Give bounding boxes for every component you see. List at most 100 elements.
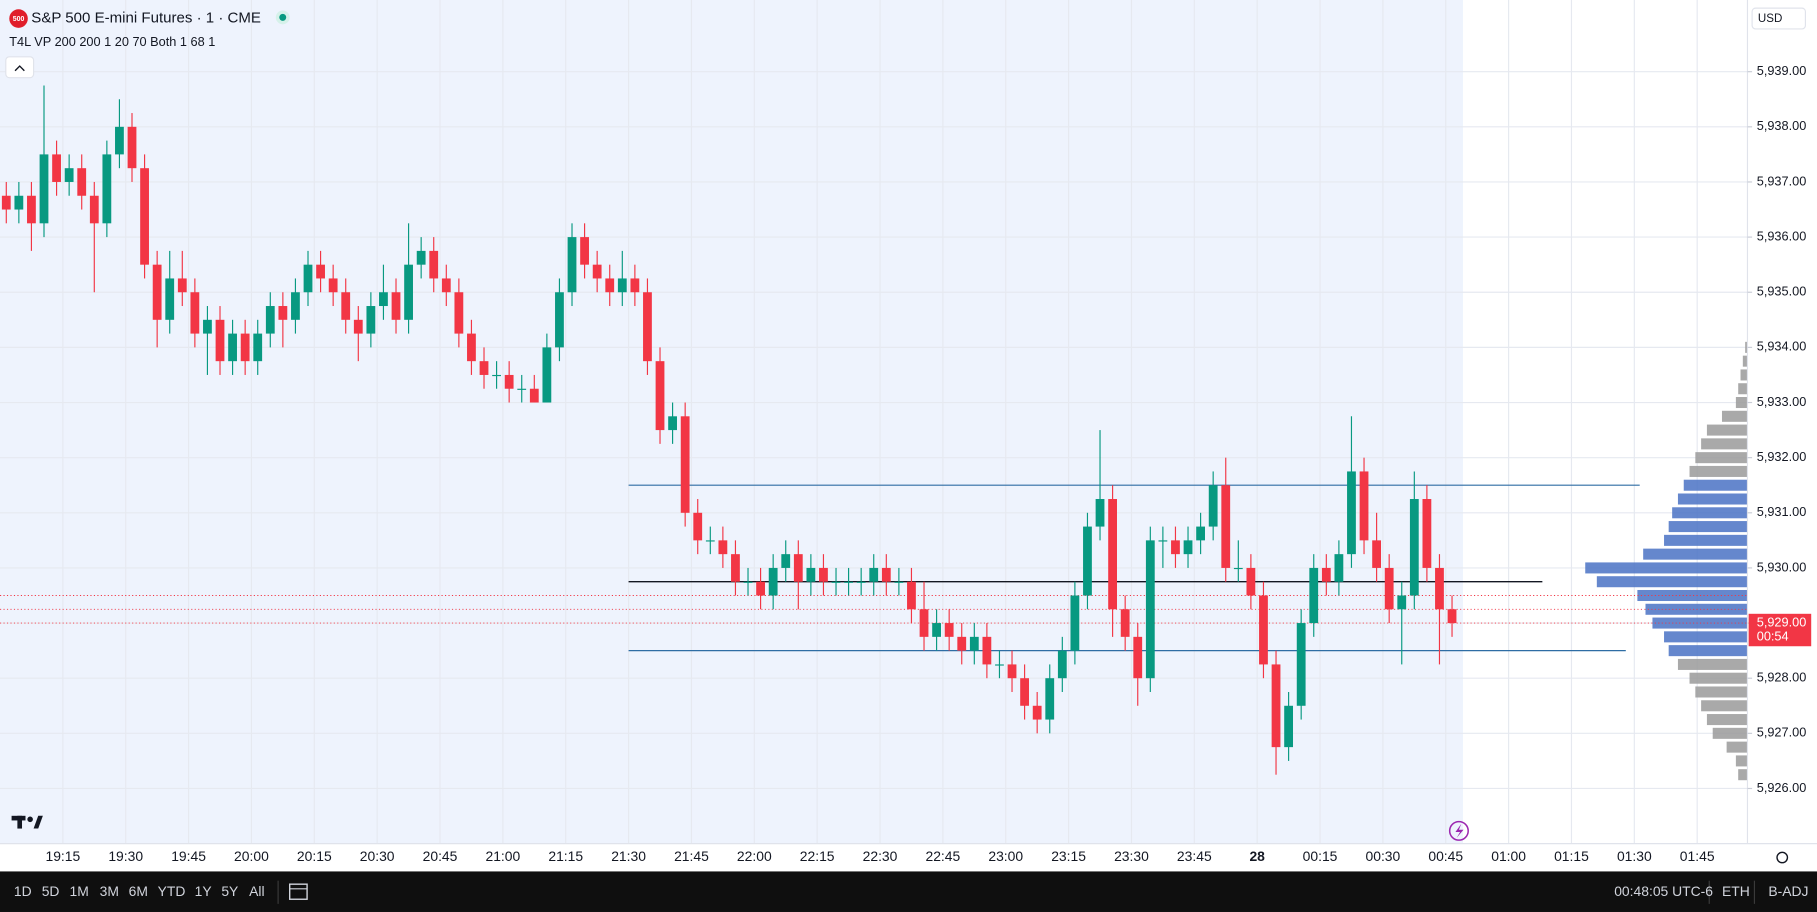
collapse-button[interactable]: [5, 56, 35, 79]
candle-body: [969, 636, 979, 651]
x-tick-label: 23:45: [1177, 848, 1212, 864]
x-tick-label: 23:15: [1051, 848, 1086, 864]
range-button[interactable]: 1Y: [195, 883, 212, 899]
x-tick-label: 00:15: [1303, 848, 1338, 864]
candle-body: [1246, 567, 1256, 596]
settings-icon[interactable]: [1776, 851, 1789, 864]
x-tick-label: 01:45: [1680, 848, 1715, 864]
candle-body: [756, 581, 765, 596]
volume-profile-bar: [1745, 341, 1748, 353]
candle-body: [467, 333, 476, 362]
session-background: [0, 0, 1463, 844]
candle-body: [555, 292, 564, 348]
range-button[interactable]: 1D: [14, 883, 32, 899]
range-button[interactable]: 5Y: [221, 883, 238, 899]
alert-bolt: [1455, 823, 1464, 838]
candle-body: [768, 567, 778, 596]
adjustment[interactable]: B-ADJ: [1768, 883, 1808, 899]
candle-body: [14, 195, 24, 210]
alert-icon[interactable]: [1448, 820, 1469, 841]
x-tick-label: 23:00: [988, 848, 1023, 864]
countdown: 00:54: [1757, 628, 1789, 643]
candle-body: [64, 168, 74, 182]
candle-body: [718, 540, 728, 555]
candle-body: [52, 154, 61, 182]
currency[interactable]: USD: [1758, 13, 1782, 25]
candle-body: [580, 237, 589, 265]
candle-body: [705, 540, 715, 542]
candle-body: [517, 388, 527, 390]
candle-body: [265, 306, 275, 334]
candle-body: [856, 581, 866, 583]
range-button[interactable]: All: [249, 883, 264, 899]
candle-body: [479, 361, 489, 375]
volume-profile-bar: [1735, 397, 1748, 409]
candle-body: [1120, 609, 1130, 637]
volume-profile-bar: [1738, 769, 1748, 781]
symbol-title[interactable]: S&P 500 E-mini Futures · 1 · CME: [31, 10, 261, 27]
candle-body: [1309, 567, 1319, 624]
x-tick-label: 19:45: [171, 848, 206, 864]
candle-body: [907, 581, 916, 610]
candle-body: [1083, 526, 1092, 596]
last-price-box: [1748, 613, 1812, 647]
candle-body: [793, 554, 803, 582]
y-tick-label: 5,939.00: [1757, 63, 1807, 78]
volume-profile-bar: [1637, 589, 1748, 602]
y-tick-label: 5,928.00: [1757, 670, 1807, 685]
candle-body: [1007, 664, 1017, 679]
range-button[interactable]: YTD: [158, 883, 186, 899]
toolbar-items: 1D 5D 1M 3M 6M YTD 1Y 5Y All: [14, 883, 265, 899]
candle-body: [693, 512, 703, 541]
x-tick-label: 21:30: [611, 848, 646, 864]
date-range-icon[interactable]: [289, 883, 308, 900]
candle-body: [115, 126, 124, 155]
candle-body: [806, 567, 816, 582]
y-tick-label: 5,932.00: [1757, 449, 1807, 464]
candle-body: [668, 416, 677, 431]
volume-profile-bar: [1712, 727, 1748, 739]
x-tick-label: 21:45: [674, 848, 709, 864]
candle-body: [203, 319, 212, 334]
volume-profile-bar: [1738, 383, 1748, 395]
volume-profile-bar: [1668, 645, 1748, 657]
candle-body: [215, 319, 225, 362]
candle-body: [932, 623, 941, 637]
range-button[interactable]: 5D: [42, 883, 60, 899]
volume-profile-bar: [1683, 479, 1748, 491]
candle-body: [655, 361, 665, 431]
candle-body: [1183, 540, 1193, 555]
x-tick-label: 20:00: [234, 848, 269, 864]
session[interactable]: ETH: [1722, 883, 1750, 899]
y-tick-label: 5,935.00: [1757, 284, 1807, 299]
candle-body: [1171, 540, 1180, 555]
range-button[interactable]: 6M: [129, 883, 148, 899]
candle-body: [228, 333, 237, 362]
candle-body: [77, 168, 87, 196]
candle-body: [152, 264, 162, 320]
grid: [0, 0, 1748, 844]
last-price-label: 5,929.00: [1757, 614, 1807, 629]
candle-body: [366, 306, 376, 334]
candle-body: [328, 278, 338, 293]
candle-body: [1108, 499, 1117, 610]
candle-body: [253, 333, 263, 362]
volume-profile-bar: [1668, 521, 1748, 533]
range-button[interactable]: 1M: [70, 883, 89, 899]
candle-body: [1259, 595, 1268, 665]
clock[interactable]: 00:48:05 UTC-6: [1614, 883, 1713, 899]
volume-profile-bar: [1695, 686, 1748, 698]
currency-box[interactable]: [1751, 7, 1806, 30]
candle-body: [504, 374, 514, 389]
range-button[interactable]: 3M: [100, 883, 119, 899]
candle-body: [881, 567, 891, 582]
indicator-legend[interactable]: T4L VP 200 200 1 20 70 Both 1 68 1: [9, 34, 215, 49]
candle-body: [542, 347, 552, 403]
volume-profile-bar: [1721, 410, 1748, 422]
volume-profile-bar: [1677, 658, 1748, 670]
candle-body: [592, 264, 602, 279]
volume-profile-bar: [1689, 465, 1748, 477]
x-tick-label: 22:30: [863, 848, 898, 864]
candle-body: [177, 278, 187, 293]
y-tick-label: 5,936.00: [1757, 228, 1807, 243]
